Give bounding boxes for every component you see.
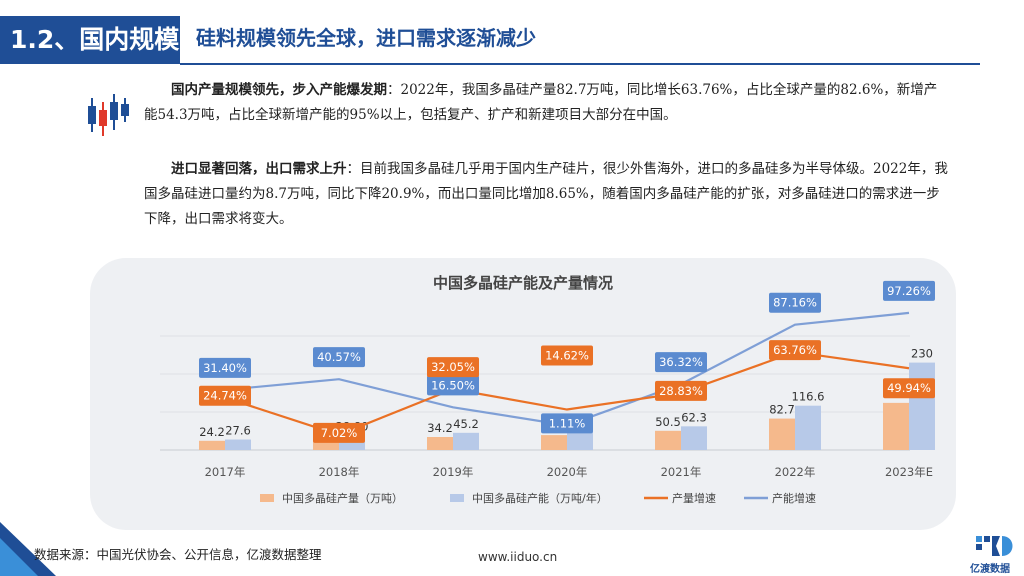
legend-label-0: 中国多晶硅产量（万吨） [282, 491, 403, 505]
production-growth-label-box [769, 340, 821, 361]
candlestick-icon [88, 94, 129, 136]
paragraph-production-bold: 国内产量规模领先，步入产能爆发期 [171, 82, 387, 98]
capacity-growth-label-box [883, 280, 935, 301]
capacity-bar [909, 362, 935, 450]
production-bar [313, 440, 339, 450]
legend-label-1: 中国多晶硅产能（万吨/年） [472, 491, 608, 505]
capacity-growth-label-box [199, 357, 251, 378]
capacity-bar [681, 426, 707, 450]
capacity-value-label: 116.6 [792, 390, 825, 404]
capacity-growth-label: 31.40% [203, 361, 247, 375]
capacity-growth-label-box [427, 375, 479, 396]
capacity-growth-label: 1.11% [549, 416, 586, 430]
legend-label-2: 产量增速 [672, 491, 716, 505]
section-tag: 1.2、国内规模 [0, 16, 180, 64]
logo-text: 亿渡数据 [970, 564, 1010, 575]
production-bar [655, 430, 681, 450]
legend-swatch-1 [450, 494, 464, 502]
legend-swatch-0 [260, 494, 274, 502]
capacity-bar [225, 439, 251, 450]
capacity-value-label: 27.6 [225, 424, 251, 438]
header-divider [180, 63, 980, 65]
yidu-logo-icon [976, 536, 1013, 556]
production-bar [769, 418, 795, 450]
production-value-label: 50.5 [655, 415, 681, 429]
production-growth-label-box [655, 380, 707, 401]
page-title: 硅料规模领先全球，进口需求逐渐减少 [196, 26, 536, 50]
legend-label-3: 产能增速 [772, 491, 816, 505]
production-bar [883, 402, 909, 450]
capacity-growth-label: 16.50% [431, 378, 475, 392]
x-tick-label: 2019年 [433, 465, 474, 479]
production-value-label: 24.2 [199, 425, 225, 439]
corner-decoration [0, 522, 56, 576]
capacity-bar [453, 432, 479, 450]
x-tick-label: 2021年 [661, 465, 702, 479]
capacity-growth-label: 97.26% [887, 284, 931, 298]
production-growth-label: 7.02% [321, 426, 358, 440]
production-growth-label: 28.83% [659, 384, 703, 398]
polysilicon-chart: 中国多晶硅产能及产量情况24.227.62017年25.938.802018年3… [160, 274, 935, 505]
paragraph-import: 进口显著回落，出口需求上升：目前我国多晶硅几乎用于国内生产硅片，很少外售海外，进… [144, 157, 950, 232]
paragraph-import-text: ：目前我国多晶硅几乎用于国内生产硅片，很少外售海外，进口的多晶硅多为半导体级。2… [144, 161, 948, 227]
production-value-label: 34.2 [427, 421, 453, 435]
production-growth-label-box [883, 378, 935, 399]
capacity-growth-label-box [541, 413, 593, 434]
production-bar [199, 440, 225, 450]
x-tick-label: 2017年 [205, 465, 246, 479]
capacity-growth-label-box [313, 347, 365, 368]
chart-title: 中国多晶硅产能及产量情况 [433, 274, 613, 292]
x-tick-label: 2022年 [775, 465, 816, 479]
production-growth-label-box [199, 385, 251, 406]
capacity-bar [567, 432, 593, 450]
capacity-value-label: 45.2 [453, 417, 479, 431]
website-link[interactable]: www.iiduo.cn [478, 550, 558, 564]
production-growth-label: 49.94% [887, 381, 931, 395]
capacity-bar [795, 405, 821, 450]
capacity-growth-label: 36.32% [659, 355, 703, 369]
production-bar [427, 437, 453, 450]
data-source: 数据来源：中国光伏协会、公开信息，亿渡数据整理 [34, 547, 322, 562]
capacity-growth-label-box [655, 352, 707, 373]
production-growth-label: 63.76% [773, 343, 817, 357]
x-tick-label: 2018年 [319, 465, 360, 479]
production-bar [541, 435, 567, 450]
production-growth-label-box [541, 345, 593, 366]
production-value-label: 82.7 [769, 403, 795, 417]
paragraph-production: 国内产量规模领先，步入产能爆发期：2022年，我国多晶硅产量82.7万吨，同比增… [144, 78, 950, 128]
production-growth-label-box [427, 357, 479, 378]
paragraph-production-text: ：2022年，我国多晶硅产量82.7万吨，同比增长63.76%，占比全球产量的8… [144, 82, 938, 123]
paragraph-import-bold: 进口显著回落，出口需求上升 [171, 161, 347, 177]
production-growth-label: 24.74% [203, 389, 247, 403]
x-tick-label: 2023年E [885, 465, 933, 479]
production-growth-label: 32.05% [431, 360, 475, 374]
capacity-value-label: 62.3 [681, 410, 707, 424]
x-tick-label: 2020年 [547, 465, 588, 479]
capacity-growth-label: 87.16% [773, 296, 817, 310]
capacity-growth-label: 40.57% [317, 350, 361, 364]
production-growth-label: 14.62% [545, 349, 589, 363]
capacity-growth-label-box [769, 292, 821, 313]
production-growth-label-box [313, 422, 365, 443]
capacity-value-label: 230 [911, 347, 933, 361]
